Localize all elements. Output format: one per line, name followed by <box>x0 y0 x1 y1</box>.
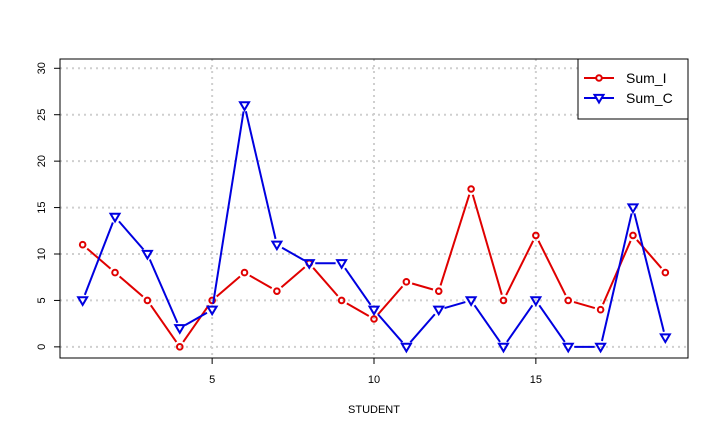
legend-marker <box>595 74 603 82</box>
y-tick-label: 20 <box>36 155 48 167</box>
data-point <box>434 287 443 295</box>
data-point <box>175 343 184 351</box>
data-point <box>108 212 122 224</box>
data-point <box>76 296 89 307</box>
data-point <box>111 268 119 277</box>
data-point <box>273 287 281 295</box>
plot-frame <box>59 58 689 359</box>
data-point <box>532 231 540 240</box>
data-point <box>370 315 378 323</box>
series-line-segment <box>471 194 503 295</box>
legend-marker <box>592 93 606 105</box>
data-point <box>208 296 216 305</box>
data-point <box>432 305 445 317</box>
series-line-segment <box>281 246 305 262</box>
data-point <box>402 278 411 286</box>
series-line-segment <box>184 311 208 327</box>
data-point <box>564 296 573 305</box>
data-point <box>143 296 152 305</box>
legend-box <box>577 58 689 120</box>
data-point <box>467 185 475 193</box>
series-line-segment <box>244 111 277 240</box>
series-line-segment <box>602 240 632 305</box>
data-point <box>596 305 605 314</box>
series-line-segment <box>444 301 466 310</box>
series-line-segment <box>537 240 567 296</box>
series-line-segment <box>506 304 534 343</box>
data-point <box>367 305 381 317</box>
series-line-segment <box>212 111 245 304</box>
series-line-segment <box>439 194 471 286</box>
series-layer <box>76 101 672 354</box>
series-line-segment <box>377 285 404 316</box>
series-line-segment <box>538 304 566 343</box>
legend-label: Sum_I <box>626 70 666 86</box>
data-point <box>238 101 251 112</box>
legend-label: Sum_C <box>626 90 673 106</box>
x-tick-label: 15 <box>530 374 542 386</box>
data-point <box>661 268 670 277</box>
y-tick-label: 25 <box>36 109 48 121</box>
axes: 5 10 15 0 5 10 15 20 25 30 <box>36 62 542 386</box>
series-line-segment <box>312 267 339 297</box>
data-point <box>173 324 187 335</box>
series-line-segment <box>409 313 436 343</box>
series-line-segment <box>505 240 535 296</box>
data-point <box>335 259 348 270</box>
data-point <box>303 259 316 270</box>
data-point <box>529 296 543 307</box>
data-point <box>270 240 284 252</box>
y-tick-label: 15 <box>36 201 48 213</box>
series-line-segment <box>182 304 210 343</box>
series-line-segment <box>118 275 144 298</box>
data-point <box>78 240 87 249</box>
series-sum-c <box>76 101 672 354</box>
series-line-segment <box>118 220 145 251</box>
series-line-segment <box>216 275 241 298</box>
data-point <box>659 333 672 345</box>
x-axis-title: STUDENT <box>348 404 400 416</box>
data-point <box>561 342 575 354</box>
data-point <box>205 305 219 317</box>
data-point <box>497 342 510 354</box>
y-tick-label: 30 <box>36 62 48 74</box>
data-point <box>337 296 346 305</box>
y-tick-label: 0 <box>36 344 48 350</box>
series-line-segment <box>280 266 306 288</box>
series-line-segment <box>150 304 178 343</box>
series-line-segment <box>377 313 404 343</box>
x-tick-label: 5 <box>209 374 215 386</box>
series-line-segment <box>346 302 370 317</box>
data-point <box>594 342 607 354</box>
y-tick-label: 5 <box>36 297 48 303</box>
data-point <box>626 203 640 215</box>
data-point <box>141 249 154 261</box>
x-tick-label: 10 <box>368 374 380 386</box>
data-point <box>629 231 637 240</box>
data-point <box>400 342 413 354</box>
data-point <box>464 296 478 307</box>
series-line-segment <box>573 301 596 310</box>
series-line-segment <box>148 259 179 324</box>
data-point <box>240 268 249 277</box>
series-line-segment <box>83 222 114 296</box>
data-point <box>499 296 508 305</box>
series-line-segment <box>600 213 633 342</box>
series-line-segment <box>344 267 372 306</box>
legend: Sum_I Sum_C <box>577 58 689 120</box>
series-line-segment <box>249 274 273 290</box>
series-line-segment <box>636 239 663 269</box>
series-line-segment <box>411 282 434 291</box>
series-line-segment <box>633 213 665 332</box>
series-line-segment <box>473 304 501 343</box>
y-tick-label: 10 <box>36 248 48 260</box>
